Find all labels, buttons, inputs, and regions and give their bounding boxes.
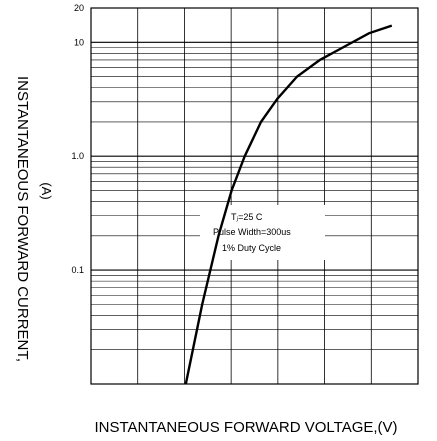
annotation-line-3: 1% Duty Cycle xyxy=(222,243,281,253)
grid xyxy=(90,7,419,385)
y-tick-label: 0.1 xyxy=(71,265,84,275)
y-tick-label: 20 xyxy=(74,3,84,13)
annotation-line-2: Pulse Width=300us xyxy=(213,227,291,237)
x-axis-label: INSTANTANEOUS FORWARD VOLTAGE,(V) xyxy=(94,419,397,436)
y-axis-label: INSTANTANEOUS FORWARD CURRENT, xyxy=(14,76,31,362)
annotation-line-1: Tⱼ=25 C xyxy=(231,212,263,222)
annotation-background xyxy=(200,205,325,260)
plot-frame xyxy=(90,7,419,385)
annotation-box xyxy=(200,205,325,260)
y-tick-labels: 20 10 1.0 0.1 xyxy=(71,3,84,275)
y-tick-label: 10 xyxy=(74,37,84,47)
y-tick-label: 1.0 xyxy=(71,151,84,161)
y-axis-unit: (A) xyxy=(39,182,54,199)
forward-current-curve xyxy=(184,24,393,385)
